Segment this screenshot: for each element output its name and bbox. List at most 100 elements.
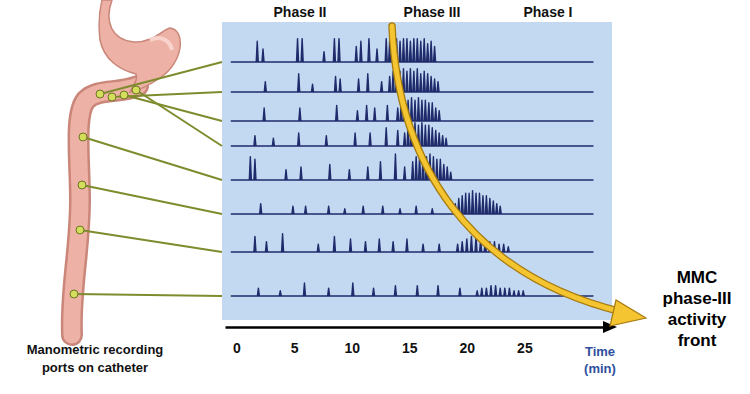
contraction-spike — [328, 288, 330, 296]
contraction-spike — [470, 236, 472, 252]
x-axis-title: Time — [585, 344, 615, 359]
contraction-spike — [386, 105, 388, 121]
x-tick: 15 — [402, 327, 418, 356]
contraction-spike — [260, 204, 262, 214]
front-arrow — [392, 26, 622, 312]
contraction-spike — [406, 71, 408, 92]
contraction-spike — [421, 100, 423, 121]
contraction-spike — [413, 71, 415, 92]
phase-label: Phase III — [404, 4, 461, 20]
contraction-spike — [481, 288, 483, 296]
contraction-spike — [317, 244, 319, 252]
contraction-spike — [492, 201, 494, 214]
contraction-spike — [292, 206, 294, 214]
front-label: phase-III — [663, 289, 732, 308]
x-axis-line — [226, 326, 606, 329]
contraction-spike — [472, 191, 474, 214]
contraction-spike — [262, 49, 264, 62]
contraction-spike — [257, 288, 259, 296]
contraction-spike — [522, 291, 524, 296]
contraction-spike — [272, 138, 274, 146]
contraction-spike — [402, 39, 404, 62]
contraction-spike — [412, 162, 414, 180]
recording-port — [120, 91, 128, 99]
contraction-spike — [328, 206, 330, 214]
contraction-spike — [344, 209, 346, 214]
contraction-spike — [424, 125, 426, 146]
contraction-spike — [428, 125, 430, 146]
recording-port — [96, 90, 104, 98]
contraction-spike — [435, 130, 437, 146]
contraction-spike — [438, 111, 440, 121]
contraction-spike — [518, 291, 520, 296]
duodenum — [72, 86, 138, 335]
x-tick-label: 0 — [233, 340, 241, 356]
contraction-spike — [485, 288, 487, 296]
contraction-spike — [362, 206, 364, 214]
x-tick-label: 10 — [344, 340, 360, 356]
contraction-spike — [411, 98, 413, 121]
contraction-spike — [445, 138, 447, 146]
x-axis: 0510152025 — [226, 327, 606, 356]
contraction-spike — [366, 105, 368, 121]
contraction-spike — [428, 103, 430, 121]
contraction-spike — [404, 133, 406, 146]
contraction-spike — [437, 286, 439, 296]
trace-baseline — [231, 251, 594, 253]
contraction-spike — [490, 286, 492, 296]
contraction-spike — [367, 74, 369, 92]
contraction-spike — [333, 39, 335, 62]
contraction-spike — [416, 39, 418, 62]
contraction-spike — [301, 39, 303, 62]
contraction-spike — [279, 291, 281, 296]
ports-label: ports on catheter — [42, 360, 148, 375]
port-connector — [74, 294, 222, 296]
contraction-spike — [397, 130, 399, 146]
x-tick: 25 — [517, 327, 533, 356]
contraction-spike — [374, 108, 376, 121]
contraction-spike — [406, 239, 408, 252]
port-connector — [82, 185, 222, 214]
contraction-spike — [254, 136, 256, 146]
plot-background — [222, 22, 612, 320]
contraction-spike — [423, 71, 425, 92]
contraction-spike — [394, 154, 396, 180]
recording-port — [108, 93, 116, 101]
phase-label: Phase II — [274, 4, 327, 20]
contraction-spike — [430, 76, 432, 92]
phase-label: Phase I — [523, 4, 572, 20]
contraction-spike — [478, 193, 480, 214]
contraction-spike — [325, 136, 327, 146]
front-arrowhead — [610, 300, 646, 326]
contraction-spike — [297, 39, 299, 62]
contraction-spike — [385, 39, 387, 62]
contraction-spike — [378, 239, 380, 252]
anatomy — [70, 0, 222, 335]
contraction-spike — [404, 167, 406, 180]
contraction-spike — [513, 291, 515, 296]
contraction-spike — [415, 206, 417, 214]
contraction-spike — [392, 242, 394, 252]
ports-label: Manometric recording — [27, 342, 164, 357]
contraction-spike — [379, 162, 381, 180]
contraction-spike — [496, 204, 498, 214]
contraction-spike — [431, 128, 433, 146]
contraction-spike — [299, 108, 301, 121]
contraction-spike — [256, 41, 258, 62]
contraction-spike — [349, 239, 351, 252]
contraction-spike — [354, 133, 356, 146]
contraction-spike — [264, 82, 266, 92]
front-label: front — [678, 331, 717, 350]
trace-baseline — [231, 91, 594, 93]
contraction-spike — [373, 288, 375, 296]
port-connector — [83, 137, 222, 180]
figure: 0510152025Time(min)Phase IIPhase IIIPhas… — [0, 0, 750, 394]
contraction-spike — [416, 286, 418, 296]
contraction-spike — [485, 196, 487, 214]
contraction-spike — [352, 283, 354, 296]
x-tick-label: 5 — [291, 340, 299, 356]
contraction-spike — [503, 244, 505, 252]
contraction-spike — [413, 39, 415, 62]
contraction-spike — [466, 239, 468, 252]
recording-port — [76, 226, 84, 234]
